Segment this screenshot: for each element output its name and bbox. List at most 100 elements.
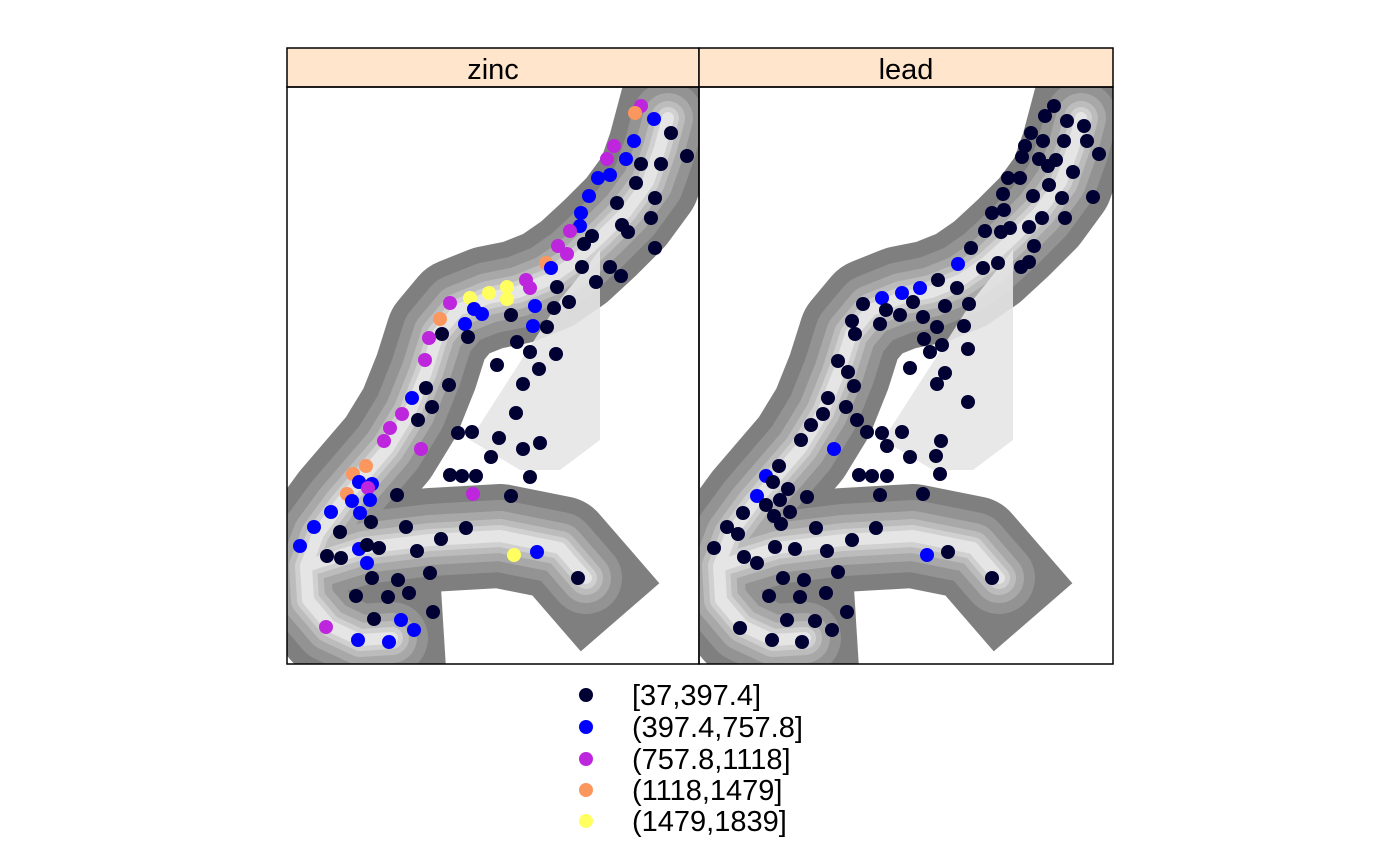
sample-point	[808, 614, 822, 628]
sample-point	[443, 296, 457, 310]
sample-point	[482, 286, 496, 300]
sample-point	[603, 168, 617, 182]
sample-point	[425, 400, 439, 414]
sample-point	[530, 545, 544, 559]
sample-point	[307, 520, 321, 534]
legend-dot	[579, 752, 593, 766]
legend-label: (1118,1479]	[632, 775, 783, 807]
sample-point	[293, 539, 307, 553]
sample-point	[938, 366, 952, 380]
sample-point	[930, 377, 944, 391]
sample-point	[933, 467, 947, 481]
sample-point	[816, 407, 830, 421]
sample-point	[516, 442, 530, 456]
sample-point	[840, 605, 854, 619]
sample-point	[544, 261, 558, 275]
sample-point	[733, 621, 747, 635]
sample-point	[821, 391, 835, 405]
points-zinc	[293, 99, 694, 649]
legend: [37,397.4] (397.4,757.8] (757.8,1118] (1…	[579, 680, 803, 838]
sample-point	[603, 260, 617, 274]
sample-point	[875, 291, 889, 305]
sample-point	[923, 345, 937, 359]
sample-point	[458, 317, 472, 331]
sample-point	[363, 493, 377, 507]
sample-point	[731, 527, 745, 541]
sample-point	[941, 545, 955, 559]
sample-point	[797, 573, 811, 587]
sample-point	[463, 291, 477, 305]
sample-point	[600, 152, 614, 166]
sample-point	[451, 426, 465, 440]
sample-point	[500, 280, 514, 294]
sample-point	[648, 241, 662, 255]
sample-point	[961, 342, 975, 356]
strip-label-zinc: zinc	[467, 54, 519, 86]
sample-point	[985, 206, 999, 220]
sample-point	[1003, 221, 1017, 235]
sample-point	[750, 556, 764, 570]
sample-point	[1035, 211, 1049, 225]
sample-point	[1014, 260, 1028, 274]
sample-point	[433, 312, 447, 326]
sample-point	[917, 332, 931, 346]
sample-point	[903, 361, 917, 375]
sample-point	[879, 303, 893, 317]
sample-point	[1038, 109, 1052, 123]
sample-point	[523, 345, 537, 359]
sample-point	[367, 612, 381, 626]
sample-point	[644, 211, 658, 225]
sample-point	[526, 319, 540, 333]
sample-point	[839, 400, 853, 414]
sample-point	[957, 319, 971, 333]
sample-point	[394, 613, 408, 627]
sample-point	[627, 134, 641, 148]
sample-point	[920, 548, 934, 562]
sample-point	[492, 431, 506, 445]
sample-point	[364, 515, 378, 529]
sample-point	[1066, 165, 1080, 179]
sample-point	[850, 413, 864, 427]
sample-point	[1041, 159, 1055, 173]
sample-point	[750, 489, 764, 503]
sample-point	[964, 241, 978, 255]
sample-point	[1086, 190, 1100, 204]
sample-point	[411, 413, 425, 427]
sample-point	[916, 310, 930, 324]
sample-point	[961, 395, 975, 409]
sample-point	[461, 330, 475, 344]
sample-point	[895, 286, 909, 300]
sample-point	[360, 556, 374, 570]
sample-point	[720, 520, 734, 534]
sample-point	[825, 623, 839, 637]
sample-point	[1058, 211, 1072, 225]
sample-point	[845, 314, 859, 328]
legend-label: [37,397.4]	[632, 680, 761, 712]
sample-point	[766, 475, 780, 489]
sample-point	[865, 469, 879, 483]
sample-point	[582, 189, 596, 203]
panel-lead: lead	[698, 47, 1114, 665]
legend-dot	[579, 720, 593, 734]
sample-point	[827, 442, 841, 456]
sample-point	[426, 605, 440, 619]
sample-point	[820, 544, 834, 558]
legend-item: [37,397.4]	[579, 680, 761, 712]
sample-point	[762, 589, 776, 603]
sample-point	[334, 551, 348, 565]
sample-point	[997, 203, 1011, 217]
sample-point	[571, 571, 585, 585]
strip-label-lead: lead	[879, 54, 934, 86]
sample-point	[880, 469, 894, 483]
sample-point	[852, 468, 866, 482]
sample-point	[377, 434, 391, 448]
sample-point	[422, 331, 436, 345]
sample-point	[768, 540, 782, 554]
sample-point	[475, 307, 489, 321]
sample-point	[895, 425, 909, 439]
sample-point	[360, 538, 374, 552]
sample-point	[783, 505, 797, 519]
sample-point	[391, 573, 405, 587]
strip-lead	[699, 48, 1113, 87]
